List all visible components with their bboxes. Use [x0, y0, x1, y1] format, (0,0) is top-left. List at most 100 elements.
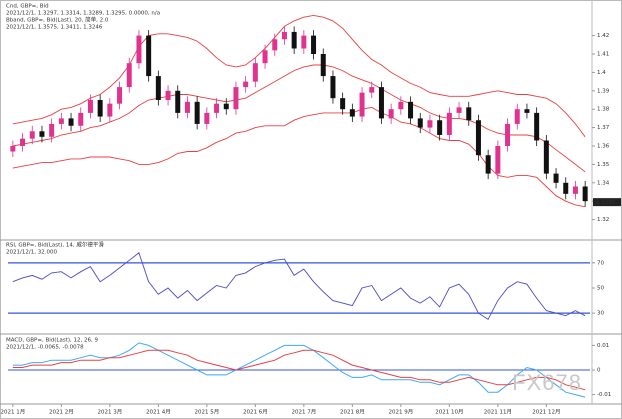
- x-tick-label: 2021 12月: [532, 409, 560, 416]
- candle-body: [214, 103, 220, 113]
- x-tick-label: 2021 9月: [388, 409, 413, 416]
- legend-line: 2021/12/1, 1.3297, 1.3314, 1.3289, 1.329…: [6, 11, 160, 17]
- y-tick-label: 0: [597, 368, 601, 374]
- candle-body: [243, 81, 249, 88]
- candle-body: [39, 131, 45, 137]
- y-tick-label: 1.41: [597, 52, 609, 58]
- candle-body: [330, 76, 336, 99]
- candle-body: [456, 107, 462, 113]
- candle-body: [301, 35, 307, 49]
- candle-body: [534, 112, 540, 141]
- candle-body: [107, 103, 113, 117]
- candle-body: [553, 173, 559, 183]
- y-tick-label: 1.36: [597, 144, 610, 150]
- legend-line: Bband, GBP=, Bid(Last), 20, 简单, 2.0: [6, 16, 109, 24]
- candle-body: [427, 120, 433, 128]
- y-tick-label: 1.35: [597, 162, 610, 168]
- legend-line: 2021/12/1, 1.3575, 1.3411, 1.3246: [6, 25, 103, 31]
- candle-body: [543, 140, 549, 174]
- candle-body: [272, 39, 278, 51]
- candle-body: [485, 155, 491, 174]
- candle-body: [524, 109, 530, 113]
- y-tick-label: 50: [597, 286, 604, 292]
- x-tick-label: 2021 2月: [49, 409, 74, 416]
- y-tick-label: 1.4: [597, 70, 606, 76]
- candle-body: [194, 101, 200, 124]
- candle-body: [126, 63, 132, 88]
- candle-body: [233, 87, 239, 110]
- candle-body: [572, 186, 578, 194]
- candle-body: [262, 50, 268, 64]
- candle-body: [10, 146, 16, 152]
- y-tick-label: 1.37: [597, 125, 610, 131]
- y-tick-label: 1.32: [597, 217, 609, 223]
- y-tick-label: -0.01: [597, 392, 611, 398]
- candle-body: [320, 54, 326, 77]
- candle-body: [475, 120, 481, 156]
- candle-body: [349, 109, 355, 117]
- candle-body: [155, 76, 161, 100]
- candle-body: [146, 35, 152, 77]
- candle-body: [340, 98, 346, 110]
- candle-body: [369, 87, 375, 93]
- candle-body: [223, 103, 229, 110]
- price-tag-bg: [593, 198, 621, 207]
- candle-body: [378, 87, 384, 119]
- x-tick-label: 2021 6月: [243, 409, 268, 416]
- candle-body: [78, 112, 84, 126]
- candle-body: [20, 138, 26, 146]
- x-tick-label: 2021 1月: [0, 409, 25, 416]
- candle-body: [58, 118, 64, 124]
- legend-line: RSI, GBP=, Bid(Last), 14, 威尔德平滑: [6, 241, 104, 249]
- price-tag: 1.3295: [596, 200, 616, 206]
- x-tick-label: 2021 11月: [484, 409, 512, 416]
- candle-body: [388, 109, 394, 119]
- legend-line: MACD, GBP=, Bid(Last), 12, 26, 9: [6, 338, 98, 344]
- watermark: FX678: [512, 370, 582, 395]
- candle-body: [495, 146, 501, 174]
- x-tick-label: 2021 10月: [435, 409, 463, 416]
- x-tick-label: 2021 4月: [146, 409, 171, 416]
- y-tick-label: 0.01: [597, 343, 609, 349]
- candle-body: [408, 101, 414, 119]
- candle-body: [117, 87, 123, 104]
- bollinger-band: [12, 64, 586, 173]
- y-tick-label: 1.34: [597, 180, 610, 186]
- y-tick-label: 30: [597, 311, 604, 317]
- candle-body: [281, 31, 287, 40]
- candle-body: [291, 31, 297, 49]
- x-tick-label: 2021 3月: [97, 409, 122, 416]
- x-tick-label: 2021 7月: [291, 409, 316, 416]
- candle-body: [184, 101, 190, 113]
- macd-line: [12, 349, 586, 391]
- x-tick-label: 2021 8月: [340, 409, 365, 416]
- legend-line: 2021/12/1, -0.0065, -0.0078: [6, 345, 84, 351]
- x-tick-label: 2021 5月: [194, 409, 219, 416]
- candle-body: [359, 92, 365, 117]
- candle-body: [68, 118, 74, 126]
- candle-body: [252, 63, 258, 82]
- y-tick-label: 1.39: [597, 88, 610, 94]
- legend-line: 2021/12/1, 32.000: [6, 250, 57, 256]
- candle-body: [466, 107, 472, 121]
- y-tick-label: 70: [597, 260, 604, 266]
- candle-body: [582, 186, 588, 202]
- y-tick-label: 1.42: [597, 33, 609, 39]
- candle-body: [49, 123, 55, 137]
- rsi-line: [12, 252, 586, 321]
- candle-body: [29, 131, 35, 139]
- candle-body: [311, 35, 317, 54]
- candle-body: [165, 90, 171, 100]
- candle-body: [204, 112, 210, 124]
- candle-body: [398, 101, 404, 110]
- candle-body: [175, 90, 181, 113]
- bollinger-band: [12, 14, 586, 138]
- candle-body: [446, 112, 452, 135]
- y-tick-label: 1.38: [597, 107, 610, 113]
- candle-body: [417, 118, 423, 128]
- candle-body: [97, 100, 103, 117]
- candle-body: [505, 123, 511, 146]
- legend-line: Cnd, GBP=, Bid: [6, 4, 49, 10]
